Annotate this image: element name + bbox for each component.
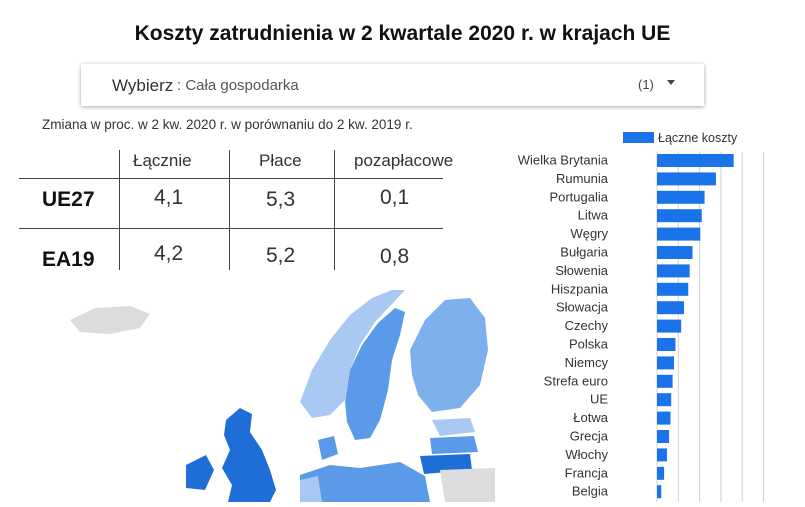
map-region-finland[interactable] [410, 298, 488, 412]
category-label: Grecja [570, 429, 609, 444]
map-region-mainland[interactable] [300, 462, 430, 502]
table-divider [19, 178, 443, 179]
map-region-lithuania[interactable] [420, 454, 472, 474]
cell-ue27-wages: 5,3 [266, 188, 296, 211]
selector-count: (1) [638, 77, 654, 92]
bar[interactable] [657, 411, 671, 425]
cell-ue27-nonwage: 0,1 [380, 186, 410, 209]
header-nonwage: pozapłacowe [354, 151, 454, 170]
selector-value: : Cała gospodarka [177, 77, 299, 94]
bar[interactable] [657, 190, 705, 204]
category-label: Belgia [572, 484, 609, 499]
bar[interactable] [657, 227, 701, 241]
category-label: Francja [565, 465, 609, 480]
category-label: Włochy [565, 447, 608, 462]
bar[interactable] [657, 393, 672, 407]
map-region-ireland[interactable] [186, 455, 214, 490]
table-divider [334, 150, 335, 270]
cell-ea19-wages: 5,2 [266, 244, 296, 267]
bar-chart: Łączne koszty Wielka Brytania Rumunia Portu… [480, 120, 805, 507]
bar[interactable] [657, 466, 665, 480]
bar[interactable] [657, 485, 662, 499]
category-label: Portugalia [549, 189, 608, 204]
cell-ue27-total: 4,1 [154, 186, 184, 209]
bar[interactable] [657, 209, 702, 223]
legend-swatch [623, 132, 654, 143]
category-label: Czechy [565, 318, 609, 333]
chevron-down-icon[interactable] [667, 80, 675, 85]
bar[interactable] [657, 246, 693, 259]
map-region-denmark[interactable] [318, 436, 338, 460]
category-selector[interactable]: Wybierz : Cała gospodarka (1) [81, 64, 704, 106]
table-divider [19, 228, 443, 229]
table-divider [229, 150, 230, 270]
selector-label: Wybierz [112, 76, 174, 95]
category-label: Hiszpania [551, 281, 609, 296]
bar-chart-svg: Łączne koszty Wielka Brytania Rumunia Portu… [518, 131, 764, 502]
map-region-russia[interactable] [440, 468, 495, 502]
category-label: Węgry [570, 226, 608, 241]
bar[interactable] [657, 319, 682, 333]
category-label: Litwa [578, 208, 609, 223]
europe-map[interactable] [0, 290, 495, 507]
bar[interactable] [657, 448, 667, 462]
category-label: Łotwa [573, 410, 608, 425]
map-region-sweden[interactable] [345, 308, 405, 440]
row-label-ue27: UE27 [42, 188, 95, 211]
bar[interactable] [657, 264, 690, 278]
bar[interactable] [657, 430, 670, 443]
bar[interactable] [657, 154, 734, 167]
category-label: Słowacja [556, 300, 609, 315]
category-label: Bułgaria [560, 245, 608, 260]
category-label: UE [590, 392, 608, 407]
cell-ea19-nonwage: 0,8 [380, 245, 410, 268]
map-region-latvia[interactable] [430, 436, 478, 454]
bar[interactable] [657, 374, 673, 388]
map-region-estonia[interactable] [432, 418, 475, 436]
table-subtitle: Zmiana w proc. w 2 kw. 2020 r. w porówna… [42, 117, 413, 132]
category-label: Niemcy [565, 355, 609, 370]
bar[interactable] [657, 282, 689, 296]
bar[interactable] [657, 172, 716, 186]
row-label-ea19: EA19 [42, 248, 95, 271]
map-region-united-kingdom[interactable] [222, 408, 276, 502]
category-label: Polska [569, 337, 609, 352]
header-wages: Płace [259, 151, 302, 170]
category-label: Rumunia [556, 171, 609, 186]
category-label: Wielka Brytania [518, 153, 609, 168]
page-title: Koszty zatrudnienia w 2 kwartale 2020 r.… [134, 22, 671, 45]
cell-ea19-total: 4,2 [154, 242, 184, 265]
map-region-iceland[interactable] [70, 306, 150, 334]
header-total: Łącznie [133, 151, 192, 170]
table-divider [119, 150, 120, 270]
legend-label: Łączne koszty [658, 131, 738, 145]
category-label: Słowenia [555, 263, 609, 278]
map-region-netherlands[interactable] [300, 476, 322, 502]
bar[interactable] [657, 338, 676, 351]
bar[interactable] [657, 356, 675, 370]
bar[interactable] [657, 301, 684, 315]
category-label: Strefa euro [544, 373, 608, 388]
map-region-norway[interactable] [300, 290, 405, 418]
